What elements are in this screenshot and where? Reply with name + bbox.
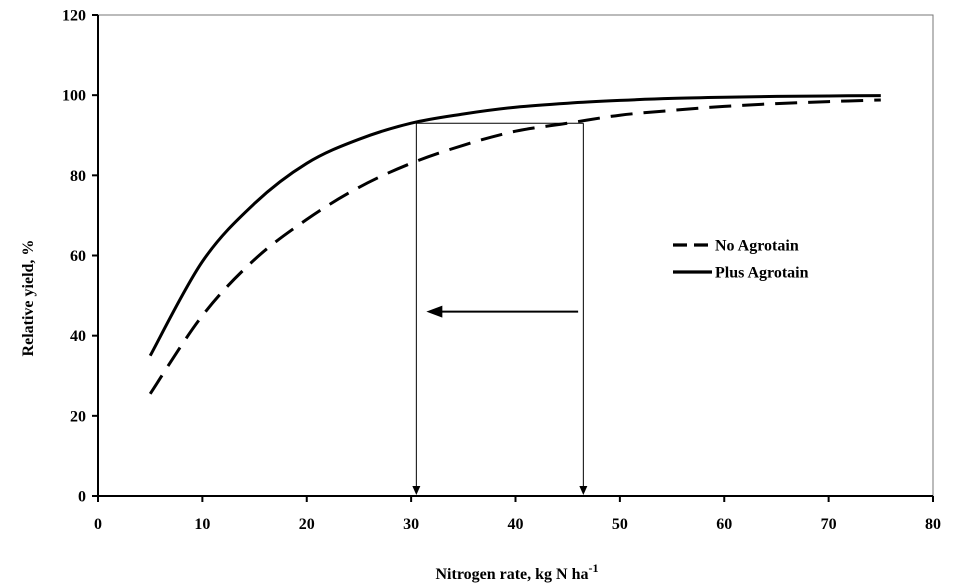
series-line-no-agrotain bbox=[148, 98, 881, 395]
plus-agrotain-drop-arrowhead bbox=[412, 486, 421, 495]
y-axis-title: Relative yield, % bbox=[20, 240, 37, 357]
x-axis-ticks: 0 10 20 30 40 50 60 70 80 bbox=[94, 496, 941, 533]
x-axis-title: Nitrogen rate, kg N ha-1 bbox=[435, 561, 598, 583]
x-tick-label: 10 bbox=[194, 516, 210, 533]
y-tick-label: 0 bbox=[78, 489, 86, 506]
plot-frame bbox=[97, 14, 934, 497]
x-axis-title-main: Nitrogen rate, kg N ha bbox=[435, 566, 588, 583]
legend-label-plus-agrotain: Plus Agrotain bbox=[715, 265, 809, 282]
series-line-plus-agrotain bbox=[148, 94, 881, 357]
y-tick-label: 20 bbox=[70, 408, 86, 425]
y-tick-label: 100 bbox=[62, 88, 86, 105]
x-tick-label: 80 bbox=[925, 516, 941, 533]
y-axis-ticks: 0 20 40 60 80 100 120 bbox=[62, 8, 98, 506]
y-tick-label: 80 bbox=[70, 168, 86, 185]
x-tick-label: 60 bbox=[716, 516, 732, 533]
x-axis-title-superscript: -1 bbox=[589, 561, 599, 575]
shift-arrow-head bbox=[426, 305, 443, 318]
x-tick-label: 0 bbox=[94, 516, 102, 533]
no-agrotain-drop-arrowhead bbox=[579, 486, 588, 495]
series-layer bbox=[148, 94, 881, 395]
x-tick-label: 50 bbox=[612, 516, 628, 533]
y-tick-label: 40 bbox=[70, 328, 86, 345]
y-tick-label: 60 bbox=[70, 248, 86, 265]
x-tick-label: 20 bbox=[299, 516, 315, 533]
x-tick-label: 70 bbox=[821, 516, 837, 533]
y-tick-label: 120 bbox=[62, 8, 86, 25]
x-tick-label: 40 bbox=[508, 516, 524, 533]
plot-border bbox=[97, 14, 934, 497]
annotation-layer bbox=[412, 122, 588, 495]
legend-label-no-agrotain: No Agrotain bbox=[715, 238, 799, 255]
x-tick-label: 30 bbox=[403, 516, 419, 533]
legend: No Agrotain Plus Agrotain bbox=[673, 238, 809, 282]
